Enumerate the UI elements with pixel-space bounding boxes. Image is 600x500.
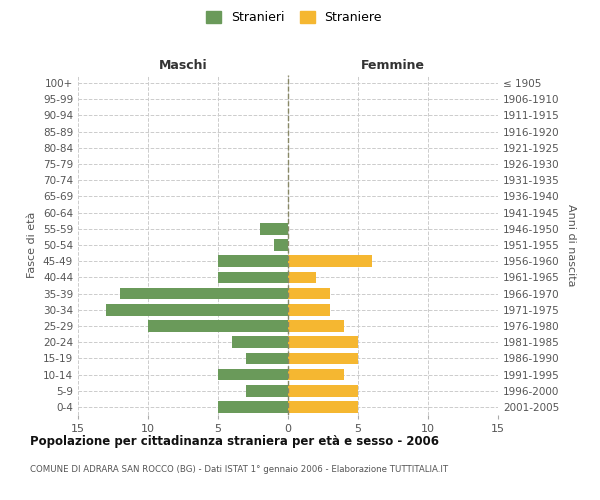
Bar	[106, 304, 288, 316]
Bar	[288, 385, 358, 396]
Text: Femmine: Femmine	[361, 59, 425, 72]
Bar	[148, 320, 288, 332]
Bar	[288, 352, 358, 364]
Bar	[288, 320, 344, 332]
Y-axis label: Anni di nascita: Anni di nascita	[566, 204, 576, 286]
Text: Popolazione per cittadinanza straniera per età e sesso - 2006: Popolazione per cittadinanza straniera p…	[30, 435, 439, 448]
Legend: Stranieri, Straniere: Stranieri, Straniere	[201, 6, 387, 29]
Bar	[246, 352, 288, 364]
Bar	[274, 239, 288, 251]
Bar	[246, 385, 288, 396]
Bar	[288, 304, 330, 316]
Bar	[218, 368, 288, 380]
Bar	[288, 336, 358, 348]
Text: Maschi: Maschi	[158, 59, 208, 72]
Bar	[288, 401, 358, 412]
Text: COMUNE DI ADRARA SAN ROCCO (BG) - Dati ISTAT 1° gennaio 2006 - Elaborazione TUTT: COMUNE DI ADRARA SAN ROCCO (BG) - Dati I…	[30, 465, 448, 474]
Bar	[288, 272, 316, 283]
Bar	[288, 368, 344, 380]
Bar	[288, 256, 372, 267]
Bar	[218, 272, 288, 283]
Bar	[218, 401, 288, 412]
Bar	[260, 223, 288, 234]
Bar	[288, 288, 330, 300]
Bar	[120, 288, 288, 300]
Bar	[218, 256, 288, 267]
Y-axis label: Fasce di età: Fasce di età	[28, 212, 37, 278]
Bar	[232, 336, 288, 348]
